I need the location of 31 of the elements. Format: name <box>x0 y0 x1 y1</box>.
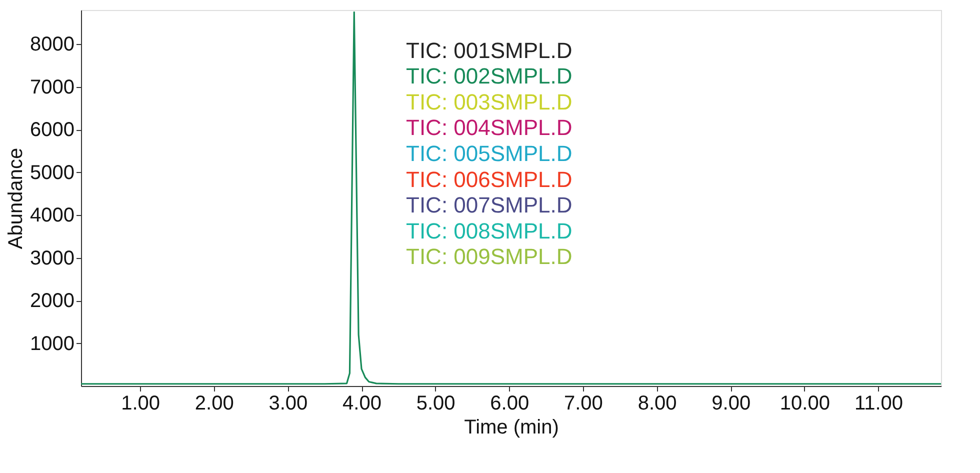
x-tick-label: 9.00 <box>712 392 751 414</box>
legend-label: TIC: 009SMPL.D <box>406 244 572 270</box>
text: TIC: 002SMPL.D <box>406 64 572 89</box>
y-tick-label: 6000 <box>30 119 74 142</box>
y-tick-label: 2000 <box>30 290 74 312</box>
legend-label: TIC: 008SMPL.D <box>406 218 572 244</box>
legend-label: TIC: 004SMPL.D <box>406 115 572 140</box>
y-tick-label: 7000 <box>30 76 74 98</box>
x-tick-label: 5.00 <box>416 392 456 414</box>
x-axis-title: Time (min) <box>464 416 559 438</box>
y-tick-label: 5000 <box>30 162 74 184</box>
y-axis-title: Abundance <box>5 148 28 250</box>
x-tick-label: 11.00 <box>854 392 904 414</box>
x-tick-label: 2.00 <box>194 392 234 414</box>
x-tick-label: 10.00 <box>780 392 830 414</box>
legend-label: TIC: 001SMPL.D <box>406 38 572 63</box>
x-tick-label: 1.00 <box>121 392 160 414</box>
y-tick-label: 4000 <box>30 204 74 227</box>
legend-label: TIC: 007SMPL.D <box>406 192 572 218</box>
line-series <box>80 11 942 385</box>
legend-label: TIC: 005SMPL.D <box>406 141 572 166</box>
x-tick-label: 4.00 <box>342 392 382 414</box>
x-tick-label: 3.00 <box>268 392 308 414</box>
x-tick-label: 7.00 <box>564 392 603 414</box>
x-tick-label: 6.00 <box>490 392 530 414</box>
y-tick-label: 1000 <box>30 332 74 355</box>
legend-label: TIC: 006SMPL.D <box>406 166 572 192</box>
legend-label: TIC: 003SMPL.D <box>406 89 572 114</box>
y-tick-label: 3000 <box>30 247 74 270</box>
x-tick-label: 8.00 <box>638 392 677 414</box>
y-tick-label: 8000 <box>30 34 74 56</box>
